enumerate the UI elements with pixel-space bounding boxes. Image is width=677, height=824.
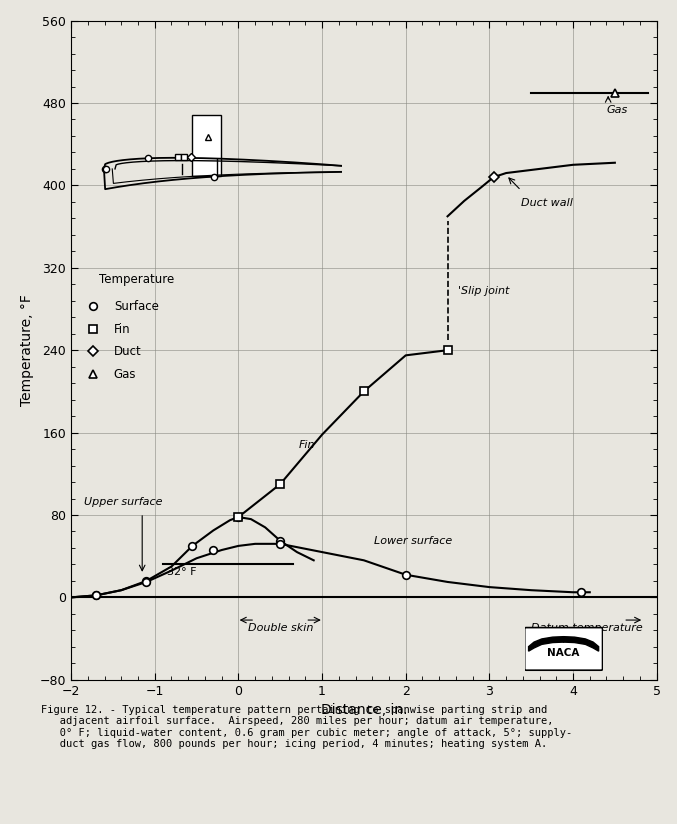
Text: Duct: Duct: [114, 345, 141, 358]
Polygon shape: [563, 637, 598, 651]
Text: Figure 12. - Typical temperature pattern pertaining to spanwise parting strip an: Figure 12. - Typical temperature pattern…: [41, 705, 572, 749]
Text: 32° F: 32° F: [167, 567, 197, 577]
Text: Gas: Gas: [114, 368, 136, 381]
Text: Duct wall: Duct wall: [521, 198, 573, 208]
Polygon shape: [529, 637, 563, 651]
Text: Double skin: Double skin: [248, 623, 313, 634]
Text: NACA: NACA: [548, 648, 580, 658]
Text: Fin: Fin: [114, 323, 131, 335]
Text: Datum temperature: Datum temperature: [531, 623, 643, 634]
Text: Lower surface: Lower surface: [374, 536, 452, 545]
Text: Gas: Gas: [607, 105, 628, 115]
Bar: [192, 115, 221, 176]
X-axis label: Distance, in.: Distance, in.: [321, 703, 407, 717]
Text: Temperature: Temperature: [99, 274, 174, 286]
Text: Fin: Fin: [299, 440, 315, 450]
Text: Upper surface: Upper surface: [84, 497, 162, 507]
FancyBboxPatch shape: [525, 628, 603, 670]
Text: Surface: Surface: [114, 300, 158, 313]
Text: 'Slip joint: 'Slip joint: [458, 287, 509, 297]
Y-axis label: Temperature, °F: Temperature, °F: [20, 294, 34, 406]
